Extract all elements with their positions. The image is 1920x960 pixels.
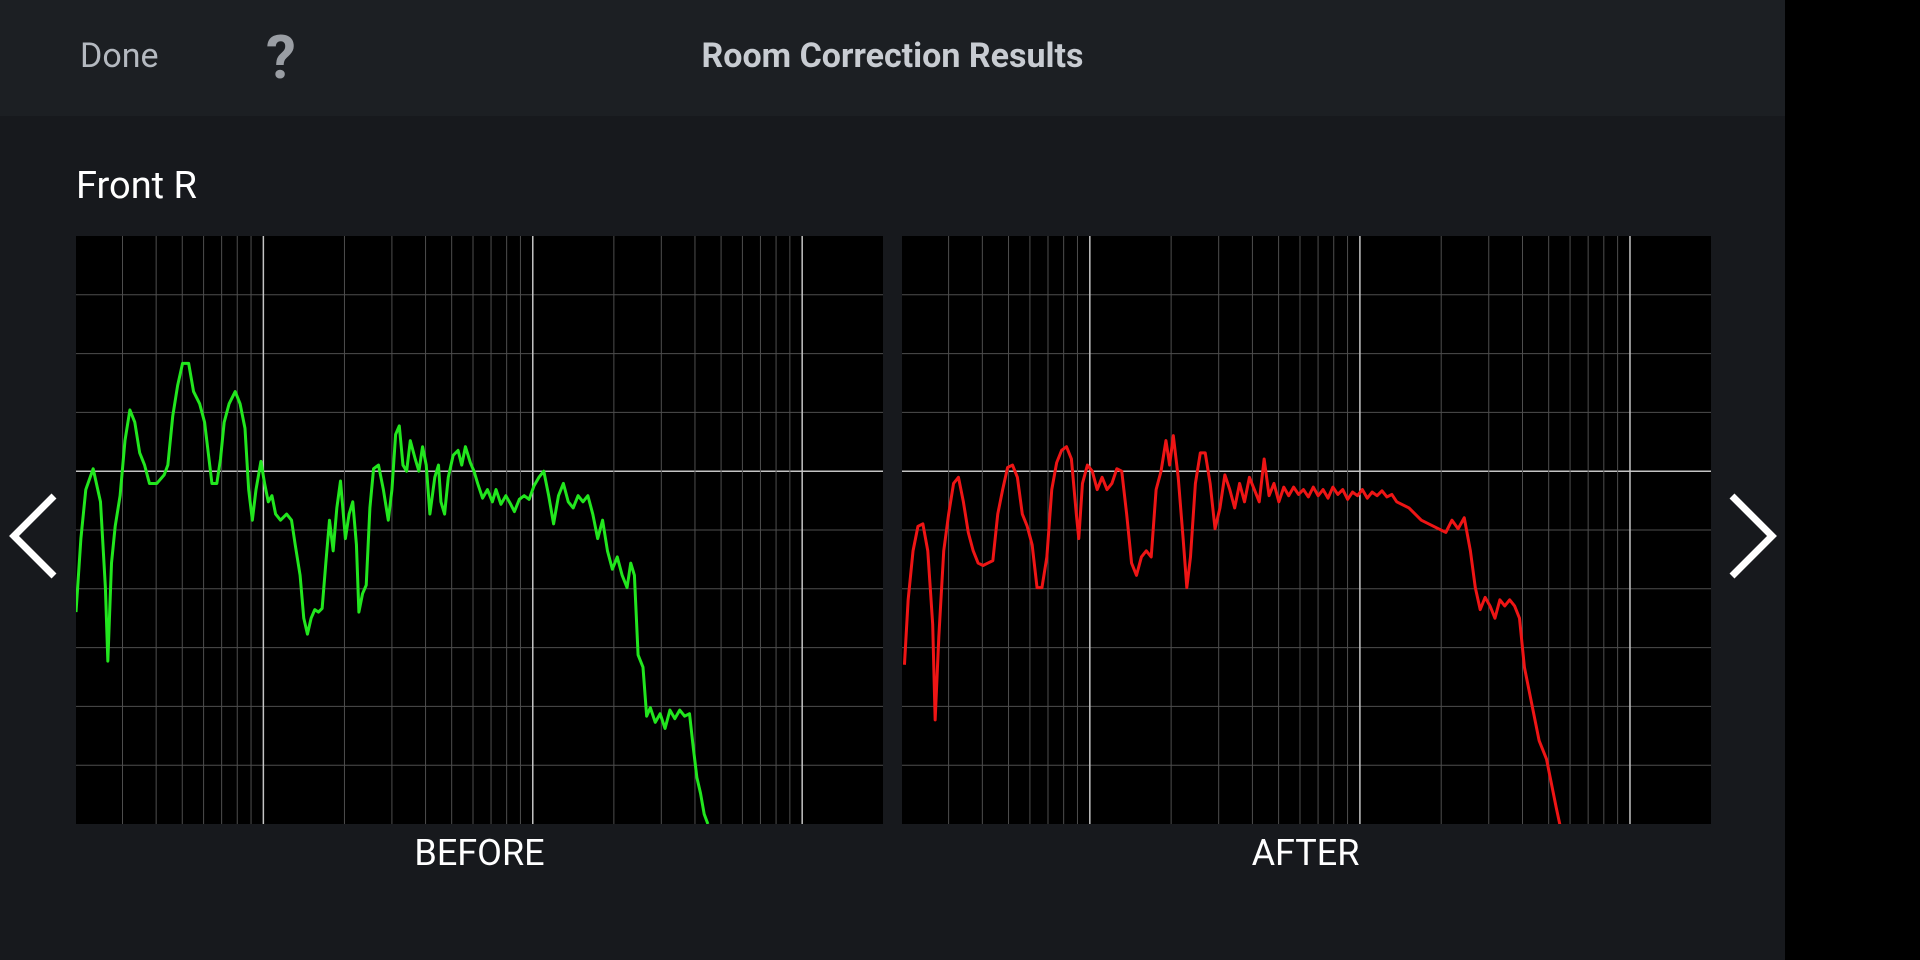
- after-curve: [904, 436, 1560, 824]
- previous-arrow[interactable]: [6, 492, 62, 580]
- after-chart: [902, 236, 1711, 824]
- panel-label: AFTER: [1251, 832, 1360, 874]
- side-strip: [1785, 0, 1920, 960]
- next-arrow[interactable]: [1724, 492, 1780, 580]
- done-button[interactable]: Done: [80, 36, 159, 76]
- top-bar: [0, 0, 1785, 116]
- screen-title: Room Correction Results: [701, 36, 1084, 76]
- panel-label: BEFORE: [414, 832, 545, 874]
- arrow-glyph: [1729, 493, 1777, 579]
- help-button[interactable]: ?: [266, 22, 296, 93]
- section-title: Front R: [76, 164, 197, 208]
- before-curve: [76, 363, 708, 824]
- before-chart: [76, 236, 883, 824]
- arrow-glyph: [9, 493, 57, 579]
